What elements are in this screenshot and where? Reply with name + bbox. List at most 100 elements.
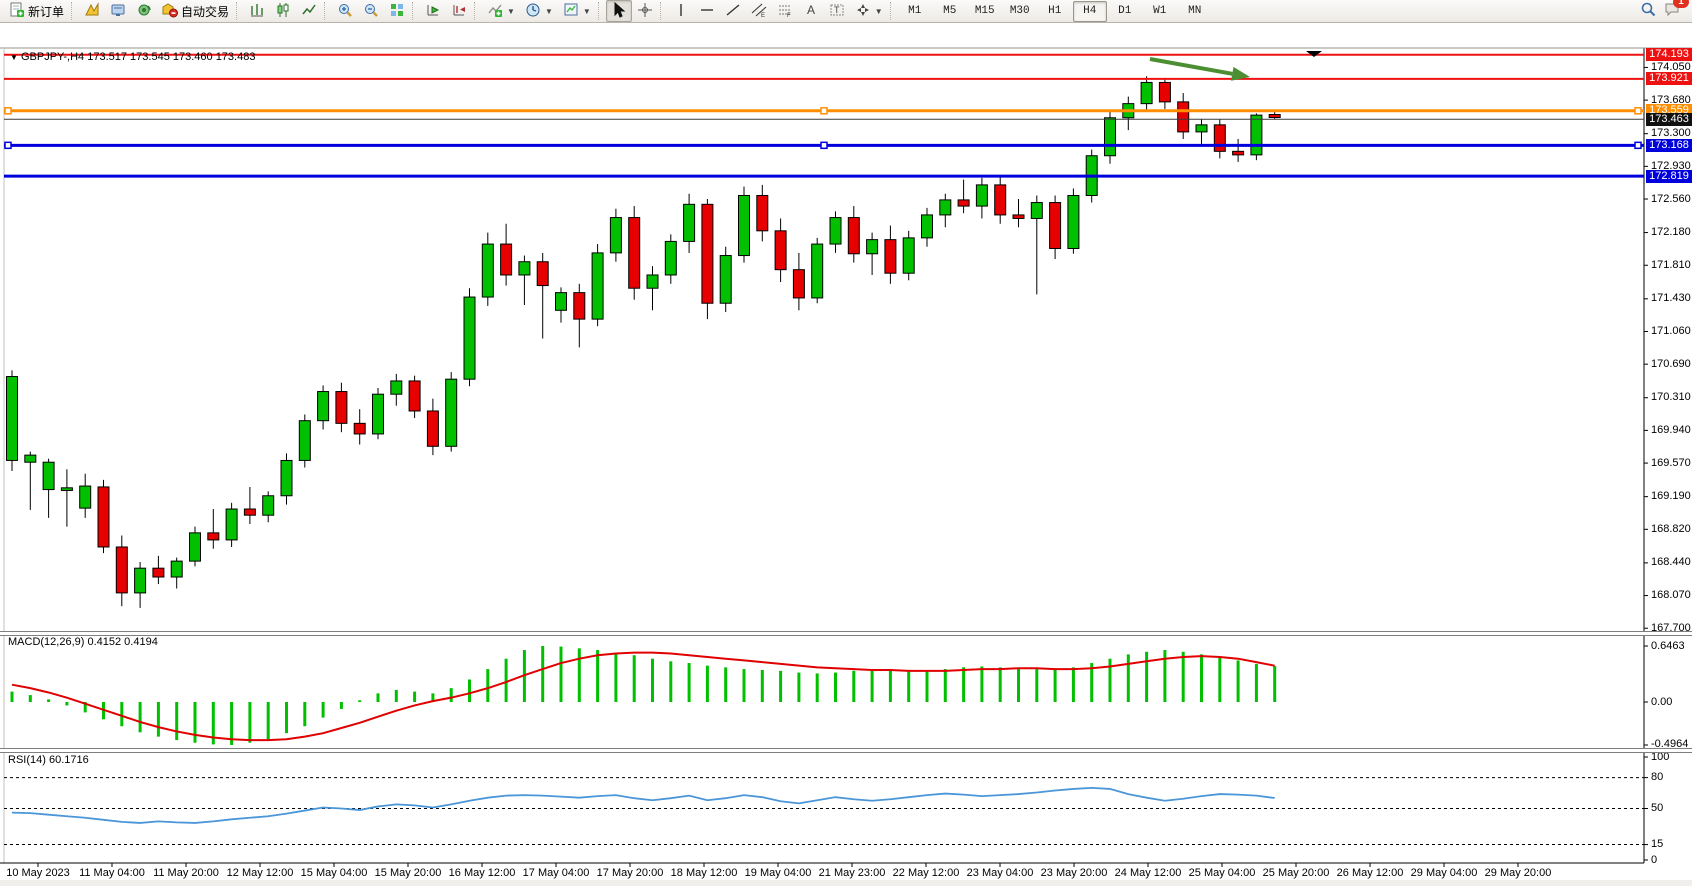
timeframe-D1[interactable]: D1 bbox=[1118, 5, 1132, 17]
time-label: 16 May 12:00 bbox=[448, 867, 516, 879]
pane-separator-rsi[interactable] bbox=[0, 748, 1692, 753]
hline-handle[interactable] bbox=[820, 107, 828, 115]
time-label: 19 May 04:00 bbox=[744, 867, 812, 879]
fibonacci-button[interactable]: F bbox=[772, 0, 798, 22]
candle-body bbox=[225, 508, 238, 541]
toolbar-separator bbox=[71, 2, 77, 20]
text-label-button[interactable]: T bbox=[824, 0, 850, 22]
candle-body bbox=[408, 380, 421, 412]
chat-button[interactable]: 1 bbox=[1664, 0, 1689, 22]
timeframe-M30[interactable]: M30 bbox=[1009, 5, 1030, 17]
timeframe-MN[interactable]: MN bbox=[1188, 5, 1202, 17]
trend-arrow-shaft[interactable] bbox=[1149, 57, 1233, 76]
time-label: 25 May 20:00 bbox=[1262, 867, 1330, 879]
chart-window[interactable]: ▼ GBPJPY-,H4 173.517 173.545 173.460 173… bbox=[0, 24, 1692, 886]
hline-handle[interactable] bbox=[4, 141, 12, 150]
candle-body bbox=[628, 217, 641, 289]
price-tick-171.810: 171.810 bbox=[1651, 258, 1691, 271]
chevron-down-icon: ▼ bbox=[582, 6, 591, 16]
tile-windows-button[interactable] bbox=[384, 0, 410, 22]
line-chart-button[interactable] bbox=[296, 0, 322, 22]
data-window-button[interactable] bbox=[105, 0, 131, 22]
candle-body bbox=[115, 546, 128, 594]
timeframe-M15[interactable]: M15 bbox=[974, 5, 995, 17]
market-watch-icon bbox=[84, 1, 100, 21]
chart-shift-button[interactable] bbox=[446, 0, 472, 22]
hline-handle[interactable] bbox=[4, 107, 12, 115]
price-tick-169.190: 169.190 bbox=[1651, 490, 1691, 503]
hline-handle[interactable] bbox=[1634, 107, 1642, 115]
symbol-collapse-icon[interactable]: ▼ bbox=[10, 53, 18, 62]
time-label: 17 May 04:00 bbox=[522, 867, 590, 879]
chart-shift-marker[interactable] bbox=[1306, 51, 1322, 57]
time-label: 11 May 20:00 bbox=[153, 867, 219, 879]
candle-body bbox=[829, 217, 842, 245]
zoom-out-icon bbox=[363, 2, 379, 21]
arrows-button[interactable]: ▼ bbox=[850, 0, 888, 22]
time-label: 11 May 04:00 bbox=[79, 867, 145, 879]
candle-body bbox=[390, 380, 403, 395]
timeframe-H4[interactable]: H4 bbox=[1072, 0, 1107, 22]
price-tick-168.070: 168.070 bbox=[1651, 589, 1691, 602]
candle-body bbox=[1104, 117, 1116, 157]
rsi-tick-50: 50 bbox=[1651, 802, 1664, 814]
search-icon[interactable] bbox=[1640, 1, 1656, 22]
toolbar-separator bbox=[236, 2, 242, 20]
autotrading-button[interactable]: 自动交易 bbox=[157, 0, 234, 22]
toolbar-separator bbox=[889, 2, 896, 20]
time-label: 10 May 2023 bbox=[6, 867, 70, 879]
templates-button[interactable]: ▼ bbox=[558, 0, 596, 22]
timeframe-H1[interactable]: H1 bbox=[1048, 5, 1062, 17]
market-watch-button[interactable] bbox=[79, 0, 105, 22]
hline-handle[interactable] bbox=[820, 141, 828, 150]
candle-body bbox=[774, 230, 787, 271]
candle-body bbox=[298, 420, 311, 461]
price-badge-173.463: 173.463 bbox=[1646, 112, 1692, 126]
periods-button[interactable]: ▼ bbox=[520, 0, 558, 22]
text-button[interactable]: A bbox=[798, 0, 824, 22]
price-tick-168.820: 168.820 bbox=[1651, 522, 1691, 535]
navigator-button[interactable] bbox=[131, 0, 157, 22]
time-label: 29 May 04:00 bbox=[1410, 867, 1478, 879]
bar-chart-button[interactable] bbox=[244, 0, 270, 22]
chart-title: ▼ GBPJPY-,H4 173.517 173.545 173.460 173… bbox=[10, 51, 255, 63]
indicators-icon bbox=[487, 2, 503, 21]
equidistant-channel-button[interactable]: E bbox=[746, 0, 772, 22]
time-label: 25 May 04:00 bbox=[1188, 867, 1256, 879]
crosshair-button[interactable] bbox=[632, 0, 658, 22]
zoom-in-button[interactable] bbox=[332, 0, 358, 22]
window-bottom-edge bbox=[0, 880, 1692, 886]
candle-body bbox=[792, 269, 805, 299]
chart-canvas[interactable] bbox=[0, 24, 1692, 886]
candle-body bbox=[189, 532, 201, 562]
price-tick-169.940: 169.940 bbox=[1651, 423, 1691, 436]
rsi-label: RSI(14) 60.1716 bbox=[8, 754, 89, 766]
candle-body bbox=[280, 459, 293, 497]
cursor-button[interactable] bbox=[605, 0, 632, 22]
hline-handle[interactable] bbox=[1634, 141, 1642, 150]
trendline-button[interactable] bbox=[720, 0, 746, 22]
pane-separator-macd[interactable] bbox=[0, 631, 1692, 636]
timeframe-M1[interactable]: M1 bbox=[908, 5, 922, 17]
zoom-out-button[interactable] bbox=[358, 0, 384, 22]
horizontal-line-button[interactable] bbox=[694, 0, 720, 22]
candle-body bbox=[884, 239, 897, 274]
candle-body bbox=[1268, 114, 1281, 119]
vertical-line-button[interactable] bbox=[668, 0, 694, 22]
timeframe-W1[interactable]: W1 bbox=[1153, 5, 1167, 17]
time-label: 24 May 12:00 bbox=[1114, 867, 1182, 879]
price-tick-173.300: 173.300 bbox=[1651, 127, 1691, 140]
price-tick-172.560: 172.560 bbox=[1651, 192, 1691, 205]
new-order-button[interactable]: 新订单 bbox=[4, 0, 69, 22]
candlestick-chart-button[interactable] bbox=[270, 0, 296, 22]
indicators-button[interactable]: ▼ bbox=[482, 0, 520, 22]
trend-arrow-head[interactable] bbox=[1231, 66, 1250, 81]
price-badge-173.168: 173.168 bbox=[1646, 138, 1692, 152]
candle-body bbox=[152, 567, 165, 578]
svg-text:E: E bbox=[761, 13, 765, 18]
candle-body bbox=[170, 560, 183, 578]
timeframe-M5[interactable]: M5 bbox=[943, 5, 957, 17]
auto-scroll-button[interactable] bbox=[420, 0, 446, 22]
candle-body bbox=[1049, 202, 1062, 249]
